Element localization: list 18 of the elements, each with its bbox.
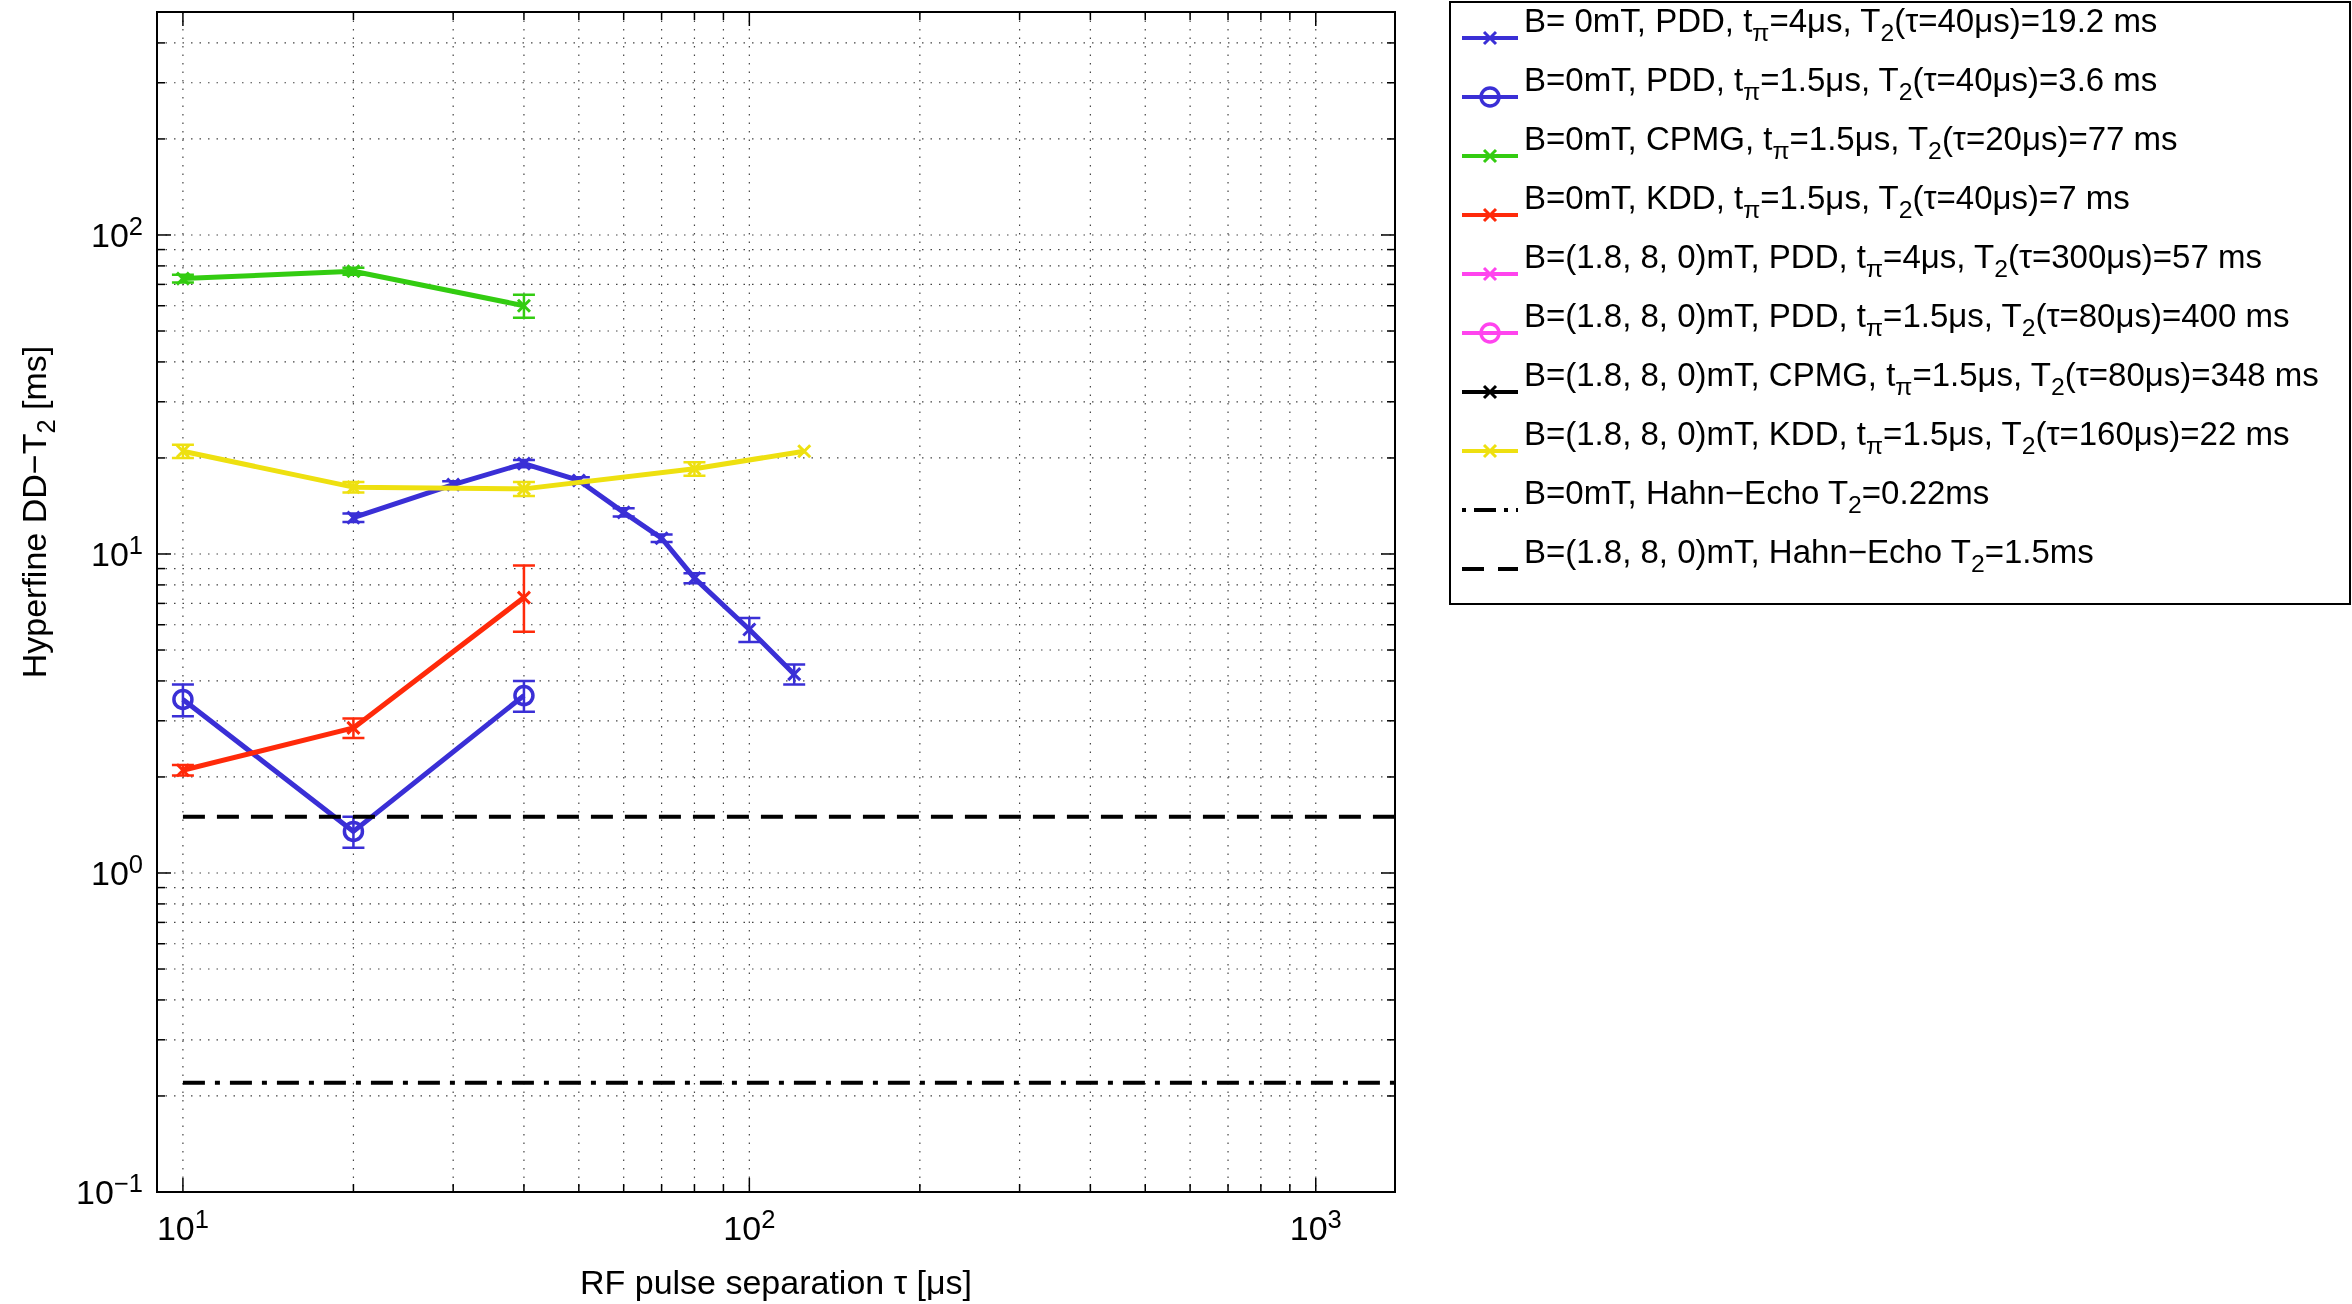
y-tick-label: 10$^{1}$ — [90, 531, 143, 573]
legend-label: B=(1.8, 8, 0)mT, PDD, t$_{π}$=1.5μs, T$_{2}$(τ=80μs)=400 ms — [1524, 297, 2290, 341]
legend-label: B=0mT, CPMG, t$_{π}$=1.5μs, T$_{2}$(τ=20μs)=77 ms — [1524, 120, 2178, 164]
legend-label: B=(1.8, 8, 0)mT, PDD, t$_{π}$=4μs, T$_{2}$(τ=300μs)=57 ms — [1524, 238, 2262, 282]
y-tick-label: 10$^{2}$ — [90, 212, 143, 254]
legend-label: B=0mT, KDD, t$_{π}$=1.5μs, T$_{2}$(τ=40μs)=7 ms — [1524, 179, 2130, 223]
x-tick-label: 10$^{1}$ — [156, 1205, 209, 1247]
x-axis-title: RF pulse separation τ [μs] — [579, 1263, 973, 1301]
y-tick-label: 10$^{−1}$ — [76, 1169, 143, 1211]
legend-label: B=0mT, PDD, t$_{π}$=1.5μs, T$_{2}$(τ=40μs)=3.6 ms — [1524, 61, 2158, 105]
legend-label: B=(1.8, 8, 0)mT, KDD, t$_{π}$=1.5μs, T$_{2}$(τ=160μs)=22 ms — [1524, 415, 2290, 459]
x-tick-label: 10$^{2}$ — [723, 1205, 776, 1247]
legend-label: B=0mT, Hahn−Echo T$_{2}$=0.22ms — [1524, 474, 1990, 518]
y-tick-label: 10$^{0}$ — [90, 850, 143, 892]
legend-label: B=(1.8, 8, 0)mT, Hahn−Echo T$_{2}$=1.5ms — [1524, 533, 2094, 577]
legend-label: B= 0mT, PDD, t$_{π}$=4μs, T$_{2}$(τ=40μs)=19.2 ms — [1524, 2, 2158, 46]
x-tick-label: 10$^{3}$ — [1289, 1205, 1342, 1247]
legend-label: B=(1.8, 8, 0)mT, CPMG, t$_{π}$=1.5μs, T$_{2}$(τ=80μs)=348 ms — [1524, 356, 2319, 400]
